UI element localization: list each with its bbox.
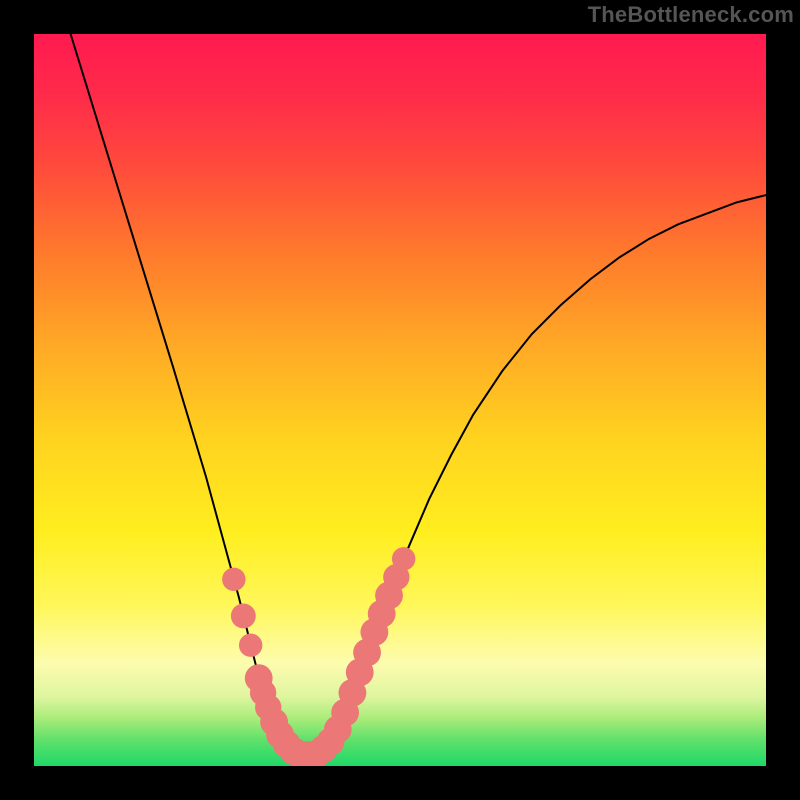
chart-svg [34, 34, 766, 766]
marker-dot [239, 634, 262, 657]
marker-dot [222, 568, 245, 591]
marker-dot [231, 604, 256, 629]
marker-dot [392, 547, 415, 570]
figure-outer: TheBottleneck.com [0, 0, 800, 800]
attribution-text: TheBottleneck.com [588, 2, 794, 28]
plot-area [34, 34, 766, 766]
gradient-background [34, 34, 766, 766]
